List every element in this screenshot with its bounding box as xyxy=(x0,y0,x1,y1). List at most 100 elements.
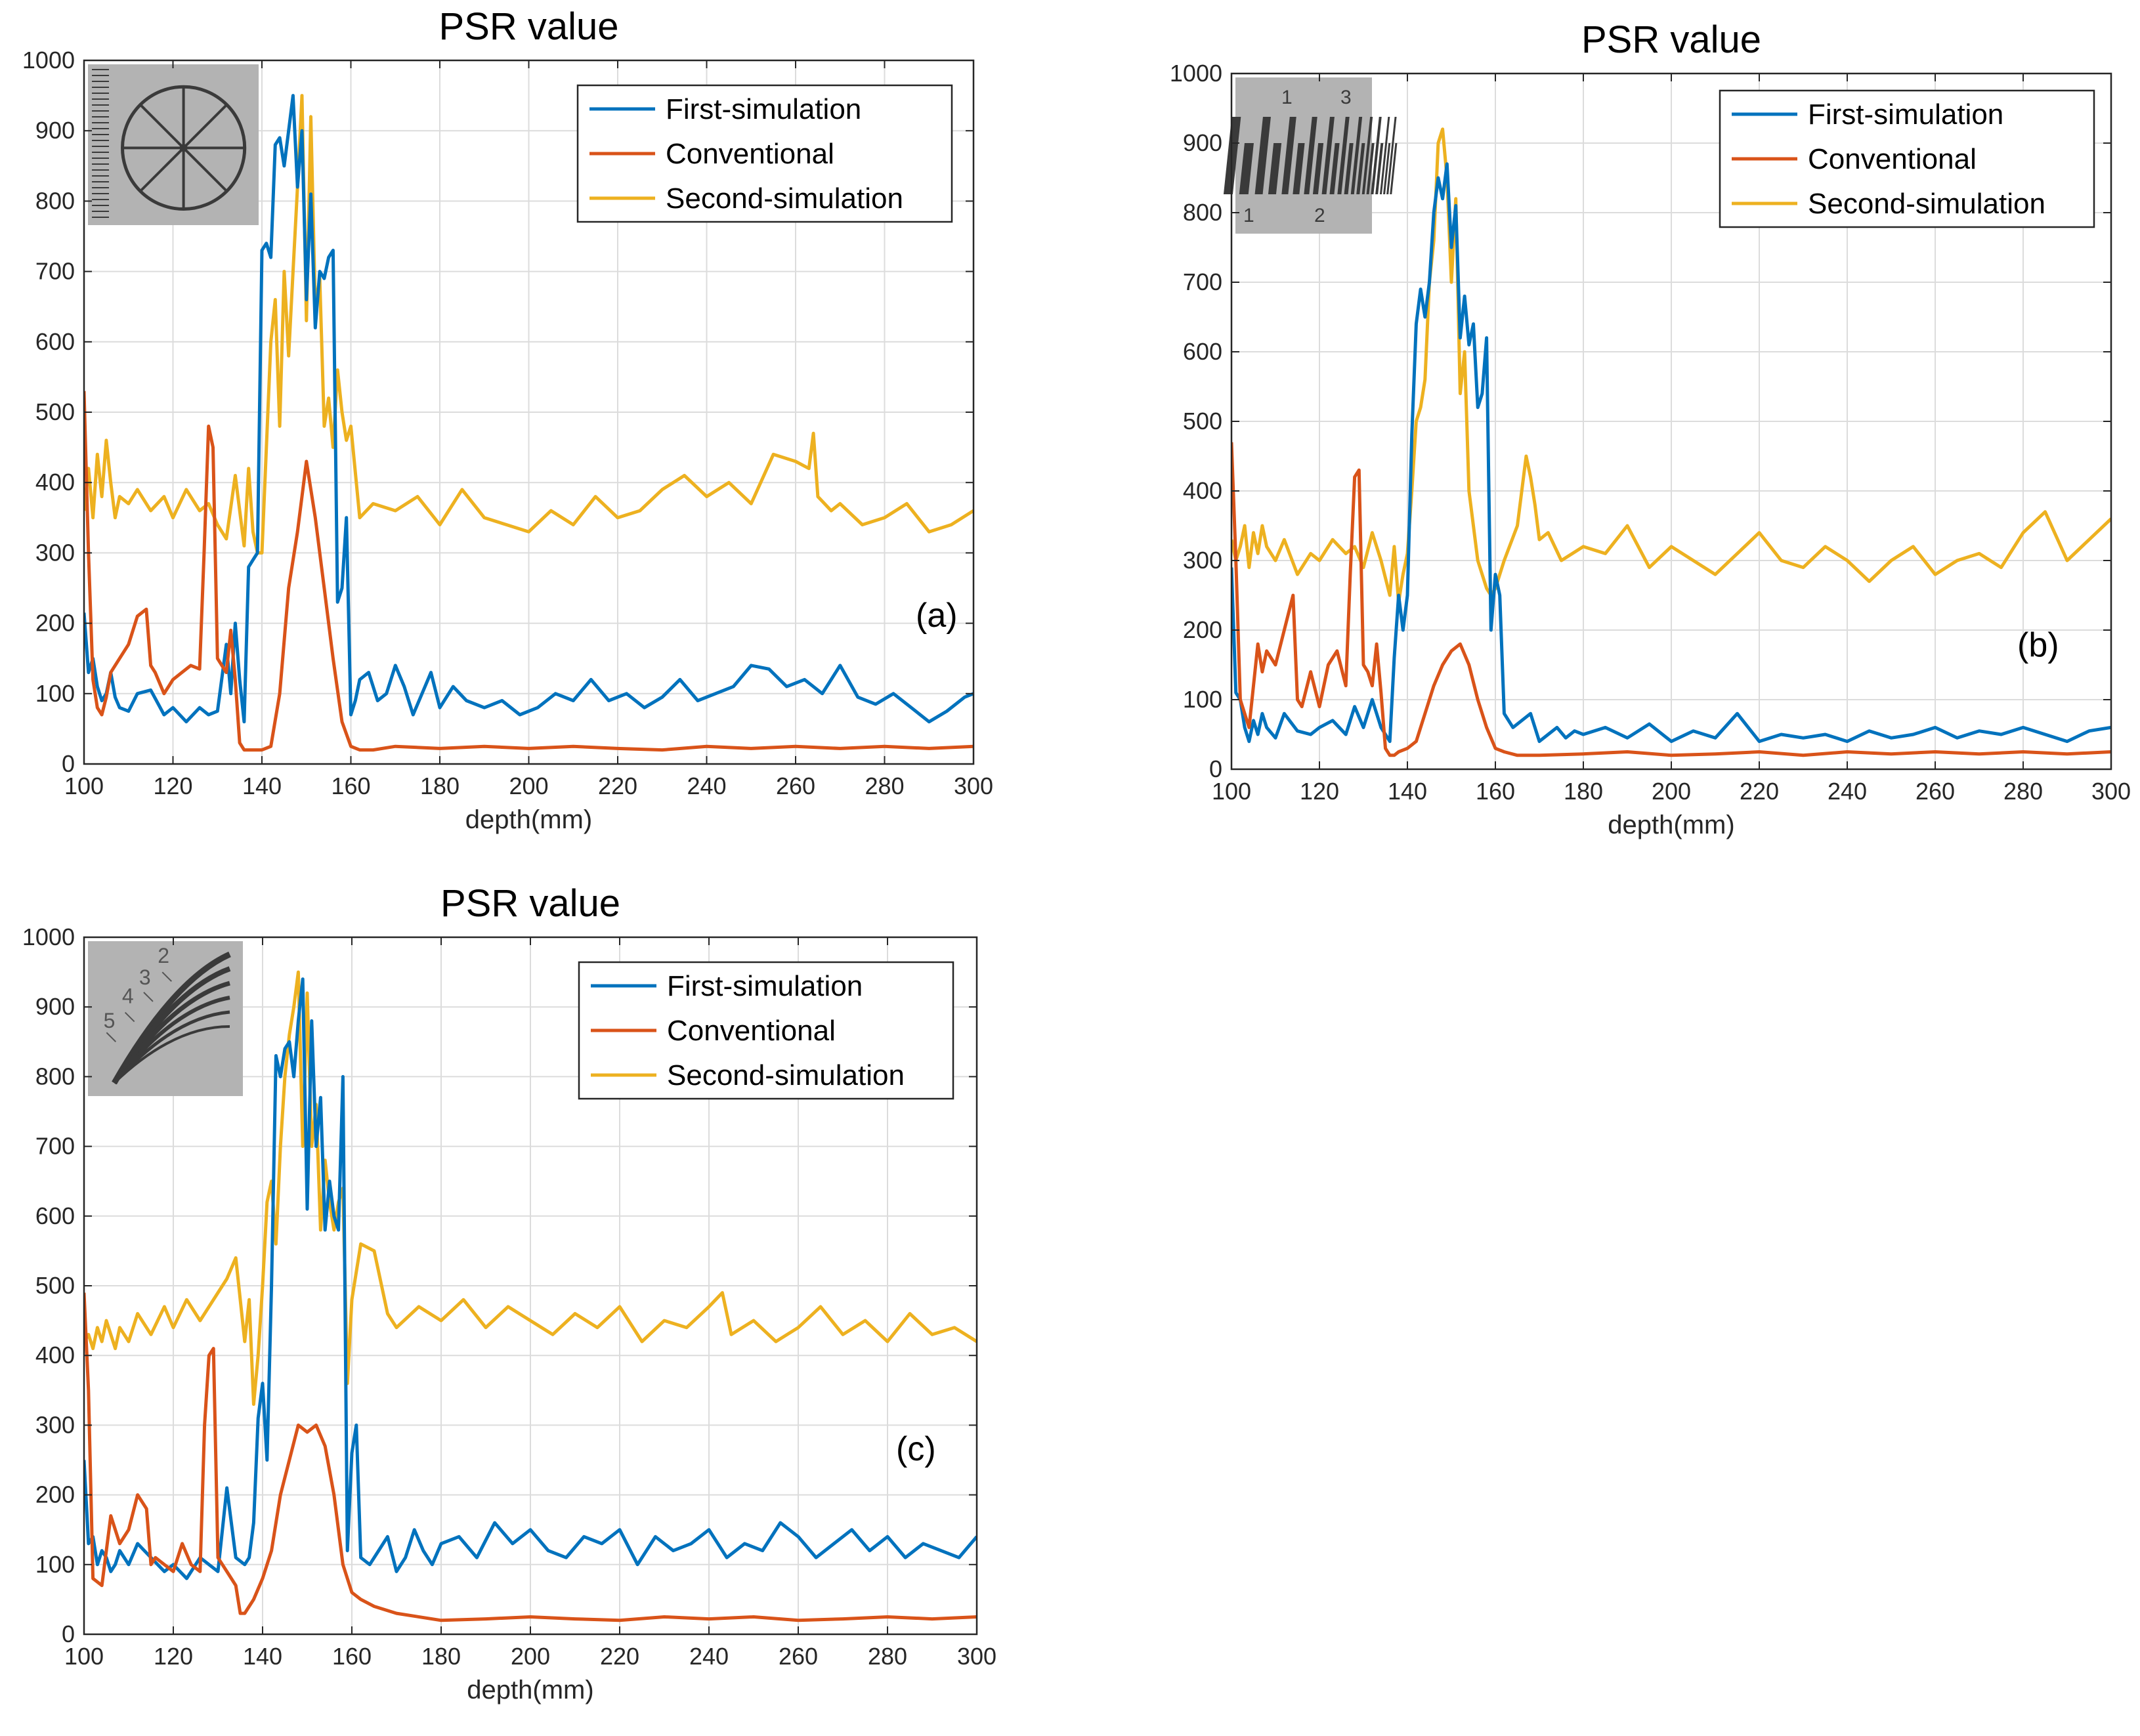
y-tick-label: 600 xyxy=(35,1202,75,1229)
x-tick-label: 240 xyxy=(1828,778,1867,805)
y-tick-label: 200 xyxy=(35,610,75,637)
svg-text:3: 3 xyxy=(1340,87,1352,108)
series-line-second-simulation xyxy=(84,94,974,555)
chart-title: PSR value xyxy=(440,882,620,925)
y-tick-label: 800 xyxy=(35,187,75,214)
y-tick-label: 500 xyxy=(1183,408,1222,434)
legend: First-simulation Conventional Second-simul… xyxy=(576,84,953,223)
svg-text:2: 2 xyxy=(158,944,169,967)
x-tick-label: 100 xyxy=(1212,778,1251,805)
x-tick-label: 300 xyxy=(2091,778,2131,805)
legend-entry: Second-simulation xyxy=(1808,188,2045,220)
series-line-first-simulation xyxy=(84,94,974,724)
x-tick-label: 160 xyxy=(331,773,370,799)
x-tick-label: 260 xyxy=(1915,778,1955,805)
y-tick-label: 200 xyxy=(35,1481,75,1508)
x-tick-label: 240 xyxy=(689,1643,729,1670)
y-tick-label: 700 xyxy=(35,1133,75,1160)
y-tick-label: 900 xyxy=(35,117,75,144)
legend-entry: Second-simulation xyxy=(666,182,903,215)
y-tick-label: 500 xyxy=(35,398,75,425)
x-axis-label: depth(mm) xyxy=(1608,811,1734,839)
x-tick-label: 260 xyxy=(779,1643,818,1670)
x-tick-label: 120 xyxy=(153,773,192,799)
x-tick-label: 180 xyxy=(421,1643,461,1670)
y-tick-label: 900 xyxy=(1183,129,1222,156)
y-tick-label: 600 xyxy=(35,328,75,355)
legend-entry: First-simulation xyxy=(666,93,861,125)
x-axis-label: depth(mm) xyxy=(465,805,592,834)
y-tick-label: 1000 xyxy=(22,923,75,950)
x-tick-label: 220 xyxy=(1740,778,1779,805)
y-tick-label: 600 xyxy=(1183,338,1222,365)
x-tick-label: 100 xyxy=(64,1643,104,1670)
x-tick-label: 200 xyxy=(509,773,548,799)
y-tick-label: 400 xyxy=(35,1342,75,1368)
x-tick-label: 300 xyxy=(954,773,993,799)
series-line-conventional xyxy=(84,1292,977,1622)
y-tick-label: 0 xyxy=(62,1620,75,1647)
y-tick-label: 300 xyxy=(35,1411,75,1438)
svg-text:5: 5 xyxy=(104,1009,116,1032)
series-line-conventional xyxy=(84,391,974,752)
y-tick-label: 400 xyxy=(35,469,75,496)
x-tick-label: 180 xyxy=(420,773,460,799)
x-tick-label: 140 xyxy=(242,773,282,799)
inset-image-spoke-wheel xyxy=(88,64,259,225)
legend-entry: Conventional xyxy=(666,138,834,170)
x-tick-label: 220 xyxy=(598,773,637,799)
y-tick-label: 0 xyxy=(1209,755,1222,782)
y-tick-label: 500 xyxy=(35,1272,75,1299)
y-tick-label: 300 xyxy=(35,539,75,566)
legend-entry: First-simulation xyxy=(667,970,863,1002)
y-tick-label: 300 xyxy=(1183,547,1222,574)
x-tick-label: 280 xyxy=(2003,778,2043,805)
chart-panel-a: 100 120 140 160 180 200 220 240 260 280 3000100200… xyxy=(22,5,993,834)
y-tick-label: 1000 xyxy=(22,47,75,74)
legend-entry: First-simulation xyxy=(1808,98,2003,131)
x-tick-label: 120 xyxy=(154,1643,193,1670)
y-tick-label: 800 xyxy=(1183,199,1222,226)
x-tick-label: 180 xyxy=(1564,778,1603,805)
legend-entry: Conventional xyxy=(667,1015,836,1047)
legend-entry: Second-simulation xyxy=(667,1059,905,1091)
x-tick-label: 200 xyxy=(511,1643,550,1670)
x-tick-label: 140 xyxy=(1388,778,1427,805)
legend: First-simulation Conventional Second-simul… xyxy=(1719,89,2095,228)
y-tick-label: 100 xyxy=(35,1551,75,1578)
y-tick-label: 900 xyxy=(35,993,75,1020)
x-tick-label: 280 xyxy=(868,1643,907,1670)
y-tick-label: 100 xyxy=(1183,686,1222,713)
y-tick-label: 700 xyxy=(1183,268,1222,295)
x-tick-label: 280 xyxy=(865,773,904,799)
svg-text:1: 1 xyxy=(1243,205,1254,226)
x-tick-label: 240 xyxy=(687,773,726,799)
y-tick-label: 200 xyxy=(1183,616,1222,643)
chart-title: PSR value xyxy=(439,5,618,48)
legend-entry: Conventional xyxy=(1808,143,1977,175)
x-tick-label: 140 xyxy=(243,1643,282,1670)
x-tick-label: 160 xyxy=(1476,778,1515,805)
svg-text:1: 1 xyxy=(1281,87,1293,108)
y-tick-label: 100 xyxy=(35,680,75,707)
panel-label: (c) xyxy=(896,1430,936,1468)
y-tick-label: 800 xyxy=(35,1063,75,1090)
series-line-second-simulation xyxy=(1231,127,2111,604)
panel-label: (b) xyxy=(2017,626,2059,664)
x-tick-label: 300 xyxy=(957,1643,996,1670)
svg-text:3: 3 xyxy=(139,965,151,989)
y-tick-label: 700 xyxy=(35,258,75,285)
x-tick-label: 120 xyxy=(1300,778,1339,805)
series-line-first-simulation xyxy=(84,977,977,1580)
x-tick-label: 260 xyxy=(776,773,815,799)
chart-title: PSR value xyxy=(1581,18,1761,61)
y-tick-label: 0 xyxy=(62,750,75,777)
x-tick-label: 220 xyxy=(600,1643,639,1670)
panel-label: (a) xyxy=(916,597,958,635)
x-tick-label: 160 xyxy=(332,1643,372,1670)
x-axis-label: depth(mm) xyxy=(467,1676,593,1704)
y-tick-label: 1000 xyxy=(1170,60,1222,87)
